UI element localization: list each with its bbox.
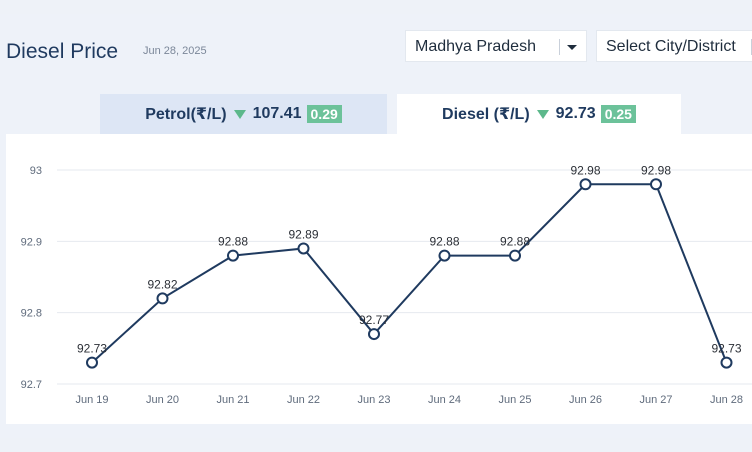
data-point — [368, 328, 380, 341]
data-point — [720, 356, 733, 369]
x-tick-label: Jun 22 — [287, 394, 320, 406]
y-tick-label: 92.7 — [21, 379, 42, 391]
tab-petrol[interactable]: Petrol(₹/L) 107.41 0.29 — [100, 94, 387, 134]
x-tick-label: Jun 20 — [146, 394, 179, 406]
petrol-label: Petrol(₹/L) — [145, 106, 227, 123]
data-label: 92.82 — [147, 277, 177, 291]
x-tick-label: Jun 28 — [710, 394, 743, 406]
x-tick-label: Jun 27 — [639, 394, 672, 406]
data-label: 92.73 — [711, 342, 741, 356]
data-point — [579, 178, 592, 191]
x-tick-label: Jun 25 — [498, 394, 531, 406]
diesel-price: 92.73 — [555, 105, 596, 122]
x-tick-label: Jun 24 — [428, 394, 461, 406]
select-divider — [559, 39, 560, 55]
diesel-label: Diesel (₹/L) — [442, 106, 530, 123]
data-point — [509, 249, 521, 262]
data-point — [86, 356, 98, 369]
data-point — [650, 178, 662, 191]
y-tick-label: 92.9 — [21, 236, 42, 248]
data-label: 92.98 — [570, 163, 600, 177]
state-select[interactable]: Madhya Pradesh — [405, 30, 587, 62]
data-label: 92.77 — [359, 313, 389, 327]
chart-panel — [6, 134, 752, 424]
city-select[interactable]: Select City/District — [596, 30, 752, 62]
data-point — [156, 292, 169, 305]
data-point — [438, 249, 451, 262]
y-tick-label: 93 — [30, 165, 42, 177]
x-tick-label: Jun 19 — [75, 394, 108, 406]
data-point — [297, 242, 310, 255]
city-select-value: Select City/District — [606, 38, 736, 55]
diesel-change-badge: 0.25 — [600, 105, 636, 123]
data-point — [227, 249, 239, 262]
data-label: 92.98 — [641, 163, 671, 177]
x-tick-label: Jun 26 — [569, 394, 602, 406]
data-label: 92.88 — [500, 235, 530, 249]
data-label: 92.73 — [77, 342, 107, 356]
x-tick-label: Jun 23 — [357, 394, 390, 406]
y-tick-label: 92.8 — [21, 308, 42, 320]
tab-diesel[interactable]: Diesel (₹/L) 92.73 0.25 — [397, 94, 681, 134]
x-tick-label: Jun 21 — [216, 394, 249, 406]
page-title: Diesel Price — [6, 40, 119, 63]
down-arrow-icon — [233, 109, 246, 119]
series-line — [91, 183, 728, 364]
state-select-value: Madhya Pradesh — [415, 38, 536, 55]
price-date: Jun 28, 2025 — [143, 45, 207, 57]
data-label: 92.88 — [429, 235, 459, 249]
down-arrow-icon — [536, 109, 549, 119]
chevron-down-icon — [567, 45, 577, 50]
petrol-price: 107.41 — [252, 105, 302, 122]
petrol-change-badge: 0.29 — [306, 105, 342, 123]
data-label: 92.89 — [288, 227, 318, 241]
data-label: 92.88 — [218, 235, 248, 249]
